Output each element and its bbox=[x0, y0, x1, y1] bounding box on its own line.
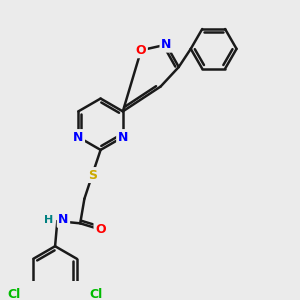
Text: N: N bbox=[161, 38, 171, 51]
Text: N: N bbox=[73, 130, 83, 144]
Text: O: O bbox=[136, 44, 146, 57]
Text: S: S bbox=[88, 169, 97, 182]
Text: Cl: Cl bbox=[8, 288, 21, 300]
Text: N: N bbox=[118, 130, 128, 144]
Text: Cl: Cl bbox=[89, 288, 103, 300]
Text: N: N bbox=[58, 214, 69, 226]
Text: O: O bbox=[95, 223, 106, 236]
Text: H: H bbox=[44, 215, 54, 225]
